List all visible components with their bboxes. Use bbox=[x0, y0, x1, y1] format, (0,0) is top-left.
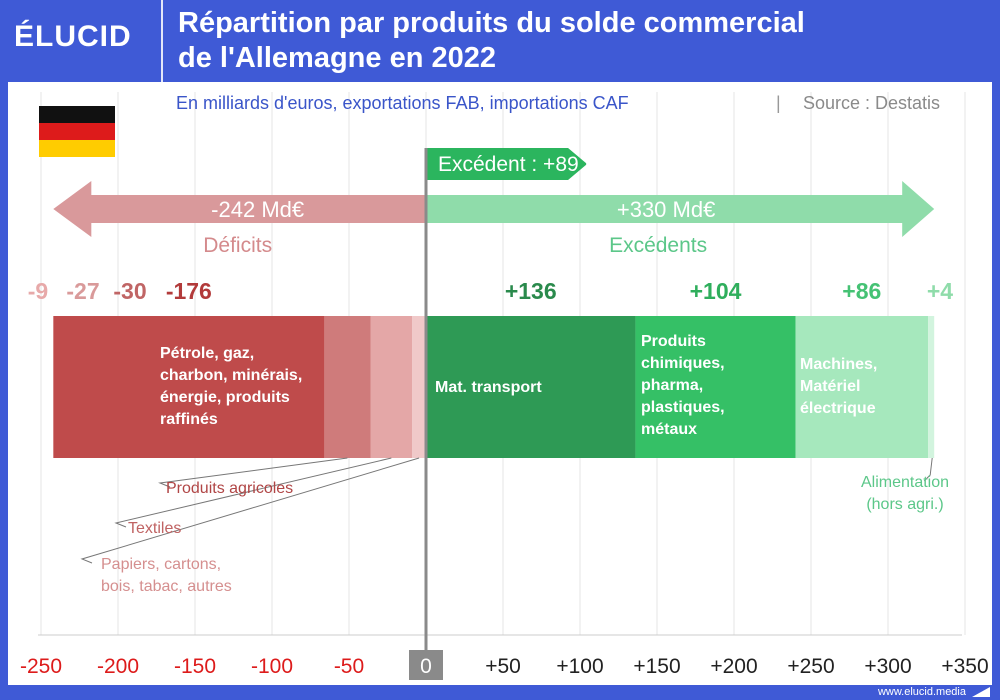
tick-label: +50 bbox=[485, 655, 521, 678]
segment-label: pharma, bbox=[641, 377, 703, 394]
segment-label: raffinés bbox=[160, 411, 218, 428]
tick-label: +100 bbox=[556, 655, 603, 678]
chart-title: Répartition par produits du solde commer… bbox=[178, 6, 978, 76]
data-label: +86 bbox=[842, 278, 881, 304]
chart-subtitle: En milliards d'euros, exportations FAB, … bbox=[176, 93, 629, 113]
flag-stripe-gold bbox=[39, 140, 115, 157]
tick-label: -50 bbox=[334, 655, 364, 678]
bar-segment bbox=[53, 316, 325, 458]
segment-label: Alimentation bbox=[861, 474, 949, 491]
leader-line bbox=[80, 457, 420, 564]
segment-label: Pétrole, gaz, bbox=[160, 345, 254, 362]
title-line-1: Répartition par produits du solde commer… bbox=[178, 7, 805, 39]
balance-tag bbox=[426, 148, 588, 180]
segment-label: énergie, produits bbox=[160, 389, 290, 406]
segment-label: bois, tabac, autres bbox=[101, 578, 232, 595]
subtitle-separator: | bbox=[776, 93, 781, 113]
brand-logo: ÉLUCID bbox=[14, 20, 132, 53]
data-label: +136 bbox=[505, 278, 557, 304]
tick-label: -100 bbox=[251, 655, 293, 678]
source-note: Source : Destatis bbox=[803, 93, 940, 113]
segment-label: métaux bbox=[641, 421, 697, 438]
bar-segment bbox=[635, 316, 796, 458]
tick-label: +250 bbox=[787, 655, 834, 678]
data-label: -27 bbox=[66, 278, 99, 304]
segment-label: chimiques, bbox=[641, 355, 725, 372]
segment-label: Machines, bbox=[800, 356, 877, 373]
bar-segment bbox=[324, 316, 371, 458]
deficit-total-label: -242 Md€ bbox=[211, 197, 304, 222]
data-label: -30 bbox=[113, 278, 146, 304]
tick-label: 0 bbox=[420, 655, 432, 678]
footer-url: www.elucid.media bbox=[877, 686, 966, 698]
chart: En milliards d'euros, exportations FAB, … bbox=[20, 92, 989, 680]
tick-label: -150 bbox=[174, 655, 216, 678]
segment-label: Produits agricoles bbox=[166, 480, 293, 497]
leader-line bbox=[923, 457, 933, 482]
data-label: -176 bbox=[166, 278, 212, 304]
surplus-arrow bbox=[426, 181, 935, 237]
segment-label: Produits bbox=[641, 333, 706, 350]
chart-panel: En milliards d'euros, exportations FAB, … bbox=[8, 82, 992, 685]
leader-line bbox=[158, 457, 348, 488]
header-divider bbox=[161, 0, 163, 82]
bar-segment bbox=[795, 316, 929, 458]
segment-label: électrique bbox=[800, 400, 876, 417]
bar-segment bbox=[426, 316, 636, 458]
surplus-heading: Excédents bbox=[609, 234, 707, 257]
segment-label: Mat. transport bbox=[435, 379, 542, 396]
surplus-total-label: +330 Md€ bbox=[617, 197, 715, 222]
balance-label: Excédent : +89 Md€ bbox=[438, 153, 626, 176]
bar-segment bbox=[928, 316, 935, 458]
data-label: +104 bbox=[690, 278, 742, 304]
zero-tick-box bbox=[409, 650, 443, 680]
title-line-2: de l'Allemagne en 2022 bbox=[178, 42, 496, 74]
tick-label: +350 bbox=[941, 655, 988, 678]
segment-label: (hors agri.) bbox=[866, 496, 943, 513]
bar-segment bbox=[370, 316, 413, 458]
deficit-arrow bbox=[53, 181, 426, 237]
tick-label: +300 bbox=[864, 655, 911, 678]
brand-mark-icon bbox=[972, 687, 990, 697]
bar-segment bbox=[412, 316, 426, 458]
header: ÉLUCID Répartition par produits du solde… bbox=[0, 0, 1000, 82]
segment-label: charbon, minérais, bbox=[160, 367, 302, 384]
tick-label: -250 bbox=[20, 655, 62, 678]
flag-stripe-red bbox=[39, 123, 115, 140]
tick-label: +200 bbox=[710, 655, 757, 678]
deficit-heading: Déficits bbox=[203, 234, 272, 257]
segment-label: Papiers, cartons, bbox=[101, 556, 221, 573]
segment-label: plastiques, bbox=[641, 399, 725, 416]
segment-label: Textiles bbox=[128, 520, 181, 537]
tick-label: +150 bbox=[633, 655, 680, 678]
data-label: -9 bbox=[28, 278, 48, 304]
segment-label: Matériel bbox=[800, 378, 860, 395]
leader-line bbox=[114, 457, 392, 528]
tick-label: -200 bbox=[97, 655, 139, 678]
flag-stripe-black bbox=[39, 106, 115, 123]
data-label: +4 bbox=[927, 278, 953, 304]
